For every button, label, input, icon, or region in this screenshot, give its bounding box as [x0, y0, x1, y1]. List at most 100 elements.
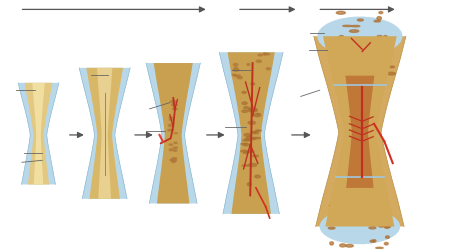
Ellipse shape: [248, 121, 255, 124]
Ellipse shape: [173, 139, 178, 141]
Ellipse shape: [359, 38, 367, 41]
Ellipse shape: [363, 211, 367, 214]
Ellipse shape: [374, 20, 380, 22]
Ellipse shape: [244, 107, 249, 108]
Ellipse shape: [248, 164, 257, 166]
Ellipse shape: [369, 194, 373, 196]
Ellipse shape: [365, 210, 368, 212]
Ellipse shape: [378, 224, 384, 227]
Ellipse shape: [252, 138, 255, 140]
Ellipse shape: [358, 223, 363, 225]
Polygon shape: [314, 36, 406, 226]
Ellipse shape: [379, 12, 383, 14]
Ellipse shape: [343, 25, 352, 26]
Polygon shape: [154, 63, 193, 204]
Ellipse shape: [384, 226, 389, 228]
Ellipse shape: [170, 108, 173, 110]
Ellipse shape: [256, 130, 261, 131]
Ellipse shape: [247, 64, 250, 66]
Ellipse shape: [247, 183, 251, 186]
Polygon shape: [86, 68, 123, 199]
Ellipse shape: [383, 36, 387, 38]
Ellipse shape: [255, 175, 260, 178]
Ellipse shape: [364, 210, 372, 213]
Ellipse shape: [172, 101, 176, 103]
Ellipse shape: [233, 64, 238, 66]
Ellipse shape: [263, 53, 267, 55]
Ellipse shape: [242, 110, 247, 112]
Ellipse shape: [373, 240, 376, 242]
Polygon shape: [25, 83, 53, 184]
Ellipse shape: [253, 138, 260, 139]
Ellipse shape: [172, 145, 179, 148]
Ellipse shape: [233, 69, 239, 71]
Ellipse shape: [235, 75, 240, 77]
Ellipse shape: [359, 49, 366, 51]
Ellipse shape: [257, 113, 260, 115]
Ellipse shape: [234, 67, 237, 69]
Polygon shape: [346, 76, 374, 188]
Ellipse shape: [253, 155, 258, 157]
Ellipse shape: [370, 240, 374, 242]
Ellipse shape: [173, 107, 177, 109]
Ellipse shape: [342, 198, 346, 200]
Ellipse shape: [244, 143, 248, 146]
Ellipse shape: [254, 114, 261, 117]
Ellipse shape: [237, 77, 242, 79]
Ellipse shape: [173, 123, 178, 125]
Ellipse shape: [258, 54, 263, 56]
Ellipse shape: [254, 109, 257, 112]
Polygon shape: [79, 68, 130, 199]
Ellipse shape: [337, 11, 346, 14]
Ellipse shape: [367, 202, 375, 204]
Ellipse shape: [232, 74, 237, 76]
Ellipse shape: [330, 242, 333, 245]
Ellipse shape: [172, 151, 178, 153]
Ellipse shape: [384, 242, 388, 245]
Ellipse shape: [366, 197, 375, 200]
Ellipse shape: [256, 60, 262, 62]
Ellipse shape: [389, 66, 394, 68]
Ellipse shape: [317, 16, 402, 56]
Ellipse shape: [251, 132, 255, 133]
Polygon shape: [32, 83, 45, 184]
Ellipse shape: [347, 40, 356, 42]
Ellipse shape: [173, 114, 177, 116]
Ellipse shape: [385, 236, 390, 238]
Ellipse shape: [375, 195, 383, 198]
Ellipse shape: [173, 158, 176, 160]
Ellipse shape: [377, 36, 382, 37]
Ellipse shape: [389, 38, 392, 40]
Ellipse shape: [367, 41, 375, 42]
Ellipse shape: [173, 110, 177, 112]
Ellipse shape: [243, 140, 251, 141]
Ellipse shape: [251, 83, 255, 85]
Ellipse shape: [247, 151, 254, 152]
Ellipse shape: [243, 152, 248, 154]
Ellipse shape: [241, 150, 248, 152]
Ellipse shape: [346, 244, 353, 247]
Ellipse shape: [377, 16, 382, 20]
Ellipse shape: [328, 227, 335, 229]
Ellipse shape: [242, 165, 248, 166]
Ellipse shape: [173, 145, 177, 146]
Ellipse shape: [173, 152, 177, 153]
Ellipse shape: [377, 42, 384, 44]
Ellipse shape: [359, 70, 366, 72]
Ellipse shape: [244, 134, 251, 136]
Ellipse shape: [373, 218, 381, 220]
Ellipse shape: [172, 103, 176, 105]
Ellipse shape: [319, 209, 400, 244]
Ellipse shape: [344, 195, 351, 197]
Ellipse shape: [355, 55, 361, 57]
Ellipse shape: [264, 54, 270, 55]
Polygon shape: [146, 63, 201, 204]
Ellipse shape: [253, 131, 258, 134]
Ellipse shape: [357, 19, 364, 21]
Ellipse shape: [378, 212, 384, 214]
Ellipse shape: [352, 67, 356, 68]
Ellipse shape: [172, 102, 177, 104]
Ellipse shape: [173, 126, 178, 127]
Ellipse shape: [242, 91, 246, 94]
Ellipse shape: [168, 132, 174, 134]
